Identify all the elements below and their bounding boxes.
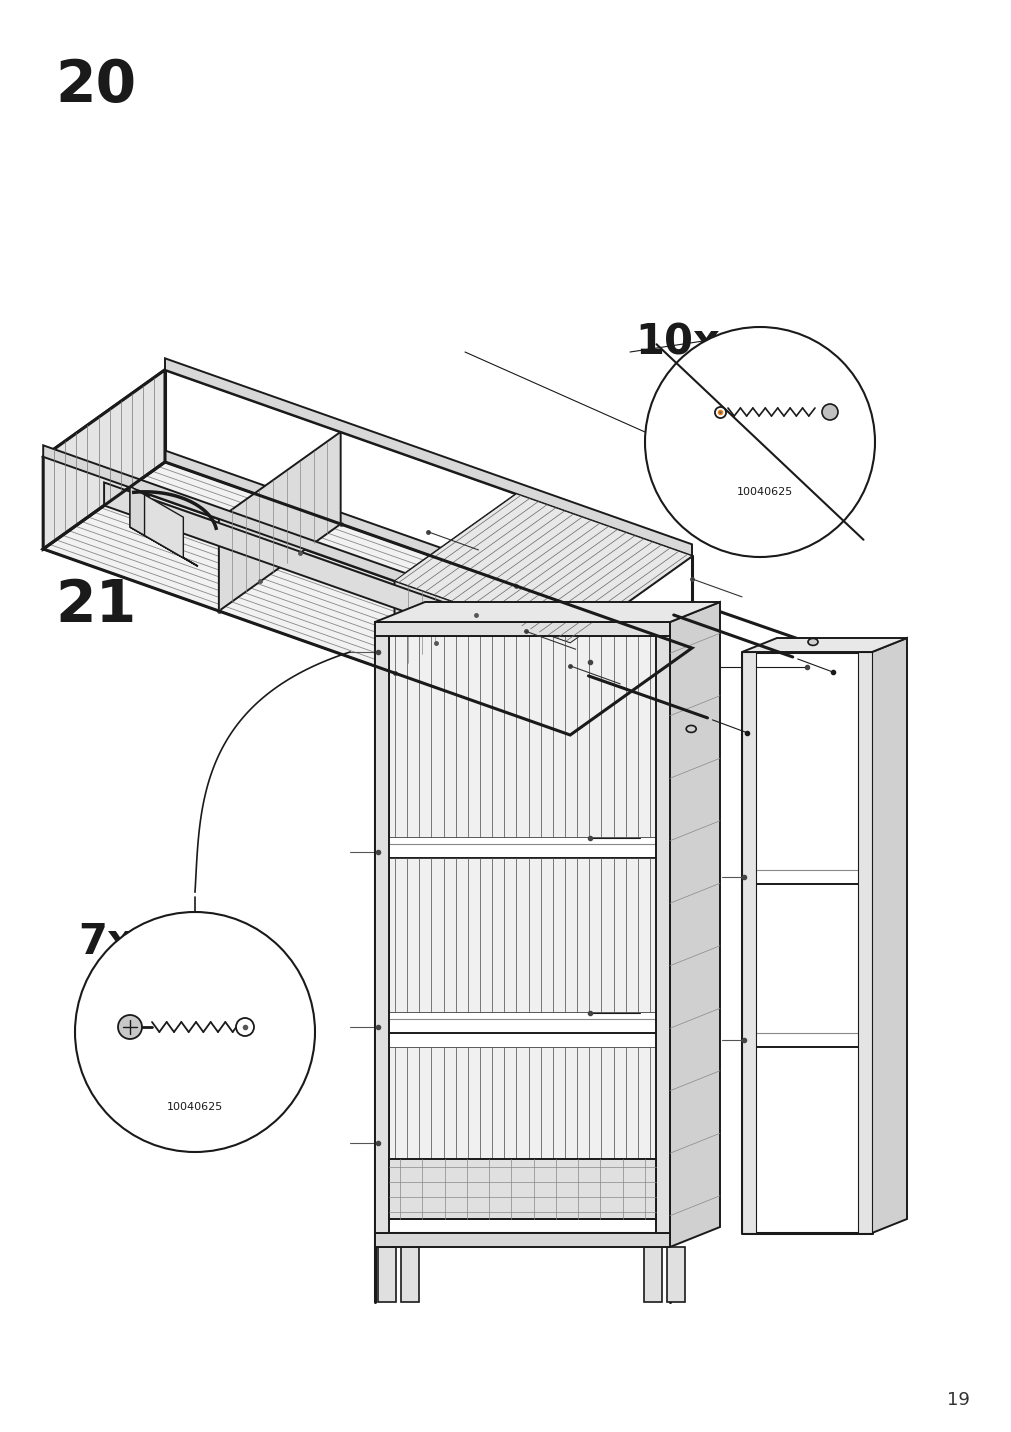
Polygon shape bbox=[569, 636, 692, 735]
Polygon shape bbox=[43, 445, 569, 643]
Text: 20: 20 bbox=[55, 57, 136, 115]
Polygon shape bbox=[655, 621, 669, 1233]
Text: 7x: 7x bbox=[78, 921, 133, 962]
Polygon shape bbox=[43, 451, 165, 548]
Text: 10040625: 10040625 bbox=[736, 487, 793, 497]
Circle shape bbox=[118, 1015, 142, 1040]
Ellipse shape bbox=[685, 726, 696, 732]
Polygon shape bbox=[43, 463, 692, 735]
Polygon shape bbox=[218, 432, 341, 611]
Polygon shape bbox=[400, 1247, 419, 1302]
Polygon shape bbox=[129, 487, 183, 558]
Polygon shape bbox=[741, 639, 906, 652]
Polygon shape bbox=[871, 639, 906, 1233]
Polygon shape bbox=[394, 494, 516, 673]
Polygon shape bbox=[378, 1247, 395, 1302]
Polygon shape bbox=[375, 601, 719, 621]
Polygon shape bbox=[104, 483, 631, 692]
Circle shape bbox=[75, 912, 314, 1151]
Polygon shape bbox=[857, 652, 871, 1233]
Circle shape bbox=[644, 326, 875, 557]
Polygon shape bbox=[129, 527, 198, 566]
Polygon shape bbox=[666, 1247, 684, 1302]
Polygon shape bbox=[129, 487, 145, 536]
Text: 10040625: 10040625 bbox=[167, 1103, 222, 1113]
Polygon shape bbox=[43, 369, 165, 548]
Polygon shape bbox=[165, 358, 692, 556]
Text: 19: 19 bbox=[946, 1390, 969, 1409]
Polygon shape bbox=[375, 1233, 669, 1247]
Polygon shape bbox=[388, 858, 655, 1012]
Text: 10x: 10x bbox=[634, 321, 719, 362]
Polygon shape bbox=[741, 652, 755, 1233]
Polygon shape bbox=[388, 1047, 655, 1219]
Text: 21: 21 bbox=[55, 577, 136, 634]
Ellipse shape bbox=[807, 639, 817, 646]
Polygon shape bbox=[669, 601, 719, 1247]
Circle shape bbox=[236, 1018, 254, 1035]
Polygon shape bbox=[643, 1247, 661, 1302]
Polygon shape bbox=[375, 621, 669, 636]
Polygon shape bbox=[388, 1158, 655, 1219]
Polygon shape bbox=[375, 621, 388, 1233]
Polygon shape bbox=[165, 451, 692, 649]
Circle shape bbox=[821, 404, 837, 420]
Polygon shape bbox=[394, 494, 692, 643]
Polygon shape bbox=[388, 636, 655, 836]
